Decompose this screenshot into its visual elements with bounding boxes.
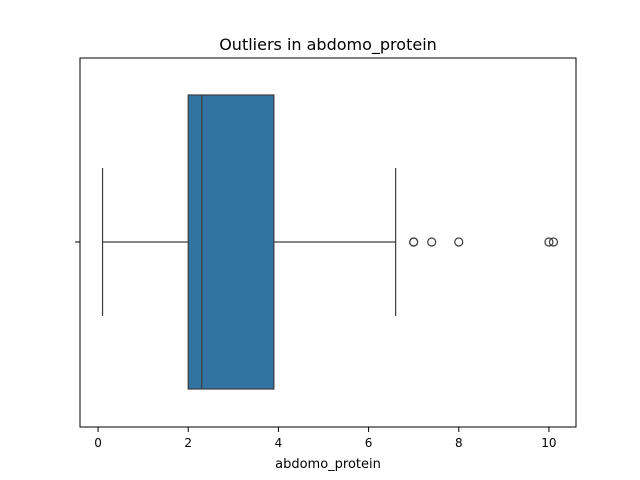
iqr-box [187, 94, 275, 390]
x-tick-label: 10 [541, 436, 556, 450]
x-tick-label: 6 [365, 436, 373, 450]
chart-title: Outliers in abdomo_protein [219, 35, 437, 55]
x-axis: 0 2 4 6 8 10 [94, 427, 557, 450]
x-tick-label: 2 [184, 436, 192, 450]
plot-layer [101, 94, 559, 390]
outlier-point [454, 237, 464, 247]
x-tick-label: 0 [94, 436, 102, 450]
x-tick-label: 4 [275, 436, 283, 450]
x-axis-label: abdomo_protein [275, 457, 381, 472]
x-tick-label: 8 [455, 436, 463, 450]
outlier-point [548, 237, 559, 247]
outlier-point [427, 237, 437, 247]
outlier-point [544, 237, 554, 247]
outlier-point [409, 237, 419, 247]
